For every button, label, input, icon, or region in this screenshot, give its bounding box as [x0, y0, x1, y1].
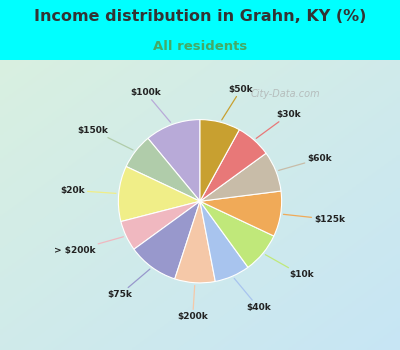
Text: $200k: $200k: [177, 286, 208, 321]
Wedge shape: [200, 191, 282, 236]
Text: $30k: $30k: [256, 110, 301, 138]
Text: $75k: $75k: [107, 269, 150, 299]
Wedge shape: [118, 167, 200, 222]
Text: All residents: All residents: [153, 40, 247, 53]
Text: $50k: $50k: [222, 85, 253, 120]
Text: $20k: $20k: [60, 186, 116, 195]
Wedge shape: [134, 201, 200, 279]
Wedge shape: [200, 120, 239, 201]
Wedge shape: [121, 201, 200, 249]
Text: $150k: $150k: [78, 126, 133, 150]
Wedge shape: [200, 153, 281, 201]
Text: $100k: $100k: [130, 88, 170, 122]
Text: Income distribution in Grahn, KY (%): Income distribution in Grahn, KY (%): [34, 9, 366, 24]
Text: City-Data.com: City-Data.com: [250, 89, 320, 98]
Text: > $200k: > $200k: [54, 237, 124, 255]
Text: $10k: $10k: [265, 255, 314, 280]
Wedge shape: [200, 130, 266, 201]
Wedge shape: [175, 201, 215, 283]
Wedge shape: [126, 138, 200, 201]
Text: $125k: $125k: [284, 214, 345, 224]
Text: $60k: $60k: [278, 154, 332, 170]
Wedge shape: [200, 201, 274, 267]
Wedge shape: [200, 201, 248, 281]
Text: $40k: $40k: [234, 278, 271, 312]
Wedge shape: [148, 120, 200, 201]
